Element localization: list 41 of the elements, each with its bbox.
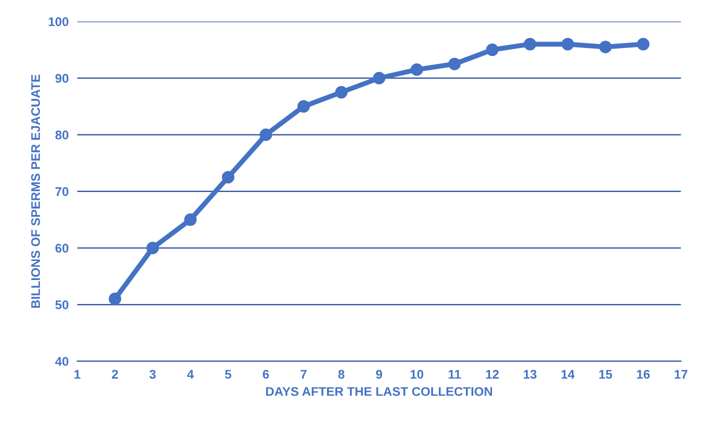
point (561, 38, 574, 50)
x-tick-label: 17 (674, 370, 688, 379)
y-tick-label: 80 (55, 130, 68, 140)
point (222, 170, 234, 184)
x-tick-label: 13 (524, 370, 537, 379)
point (297, 100, 310, 113)
x-tick-label: 8 (338, 370, 344, 379)
x-axis-title: DAYS AFTER THE LAST COLLECTION (266, 387, 492, 396)
y-tick-label: 60 (55, 244, 68, 253)
point (524, 38, 536, 50)
x-tick-label: 5 (225, 370, 232, 379)
y-tick-label: 90 (55, 74, 68, 83)
y-tick-label: 100 (48, 17, 68, 26)
y-tick-label: 40 (55, 357, 68, 366)
point (108, 292, 122, 306)
point (410, 63, 424, 76)
point (260, 128, 272, 141)
x-tick-label: 3 (149, 370, 156, 379)
x-tick-label: 6 (262, 370, 269, 379)
y-tick-label: 50 (55, 300, 68, 310)
point (335, 86, 348, 99)
x-tick-label: 9 (376, 370, 382, 379)
point (372, 72, 386, 84)
x-tick-label: 14 (562, 370, 575, 379)
y-axis-title: BILLIONS OF SPERMS PER EJACUATE (31, 74, 40, 308)
point (146, 242, 159, 254)
point (486, 44, 499, 56)
x-tick-label: 2 (112, 370, 118, 379)
x-tick-label: 16 (637, 370, 650, 379)
x-tick-label: 1 (74, 370, 80, 379)
x-tick-label: 12 (486, 370, 499, 379)
point (599, 40, 612, 54)
x-tick-label: 11 (448, 370, 461, 379)
x-tick-label: 7 (300, 370, 307, 379)
point (636, 38, 650, 50)
point (448, 58, 461, 70)
x-tick-label: 10 (410, 370, 424, 379)
x-tick-label: 15 (599, 370, 612, 379)
x-tick-label: 4 (187, 370, 194, 379)
y-tick-label: 70 (56, 187, 68, 196)
point (184, 213, 197, 226)
